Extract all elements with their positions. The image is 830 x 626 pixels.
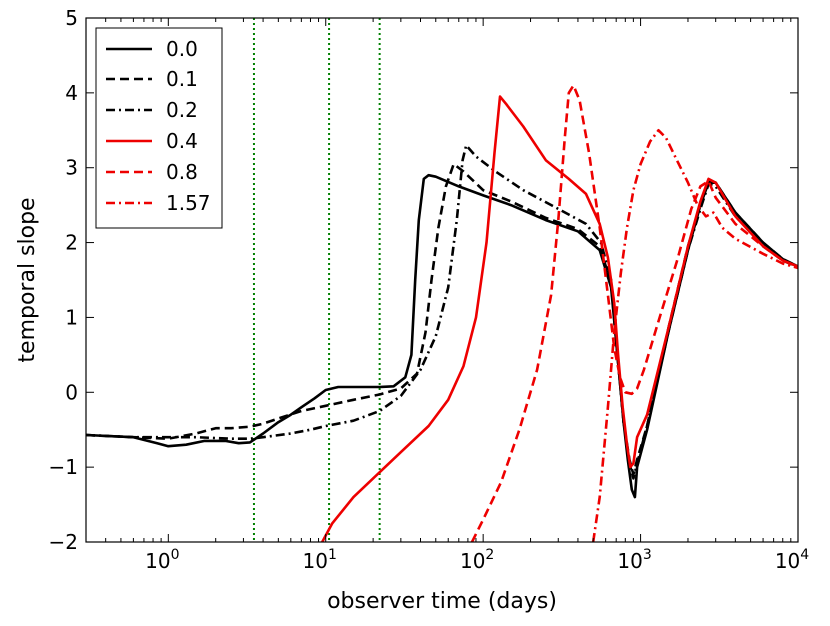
series-line-0.8 [470, 84, 798, 542]
x-tick-label: 102 [460, 547, 494, 573]
plot-frame [85, 17, 799, 543]
legend: 0.0 0.1 0.2 0.4 0.8 1.57 [95, 27, 223, 229]
legend-label-0.8: 0.8 [166, 160, 198, 184]
y-tick-label: −2 [49, 530, 78, 554]
x-tick-label: 104 [775, 547, 809, 573]
legend-label-0.2: 0.2 [166, 98, 198, 122]
series-line-0.2 [86, 144, 798, 480]
series-line-1.57 [591, 129, 798, 542]
x-axis-label: observer time (days) [327, 589, 557, 614]
y-tick-label: 4 [65, 81, 78, 105]
legend-label-0.0: 0.0 [166, 37, 198, 61]
y-axis-label: temporal slope [15, 197, 40, 362]
y-tick-label: 2 [65, 231, 78, 255]
y-tick-label: −1 [49, 455, 78, 479]
reference-lines [252, 18, 381, 542]
legend-label-0.1: 0.1 [166, 67, 198, 91]
series-line-0.1 [86, 162, 798, 476]
y-tick-label: 0 [65, 380, 78, 404]
y-tick-label: 3 [65, 156, 78, 180]
x-tick-label: 103 [617, 547, 651, 573]
legend-label-0.4: 0.4 [166, 129, 198, 153]
series-layer [86, 84, 798, 542]
x-tick-label: 100 [145, 547, 179, 573]
x-tick-label: 101 [303, 547, 337, 573]
legend-label-1.57: 1.57 [166, 191, 211, 215]
y-tick-label: 1 [65, 305, 78, 329]
legend-box [95, 27, 223, 229]
series-line-0.4 [321, 95, 798, 542]
y-tick-label: 5 [65, 6, 78, 30]
axis-ticks: 100 101 102 103 104 −2 −1 0 1 2 3 4 5 [49, 6, 810, 573]
